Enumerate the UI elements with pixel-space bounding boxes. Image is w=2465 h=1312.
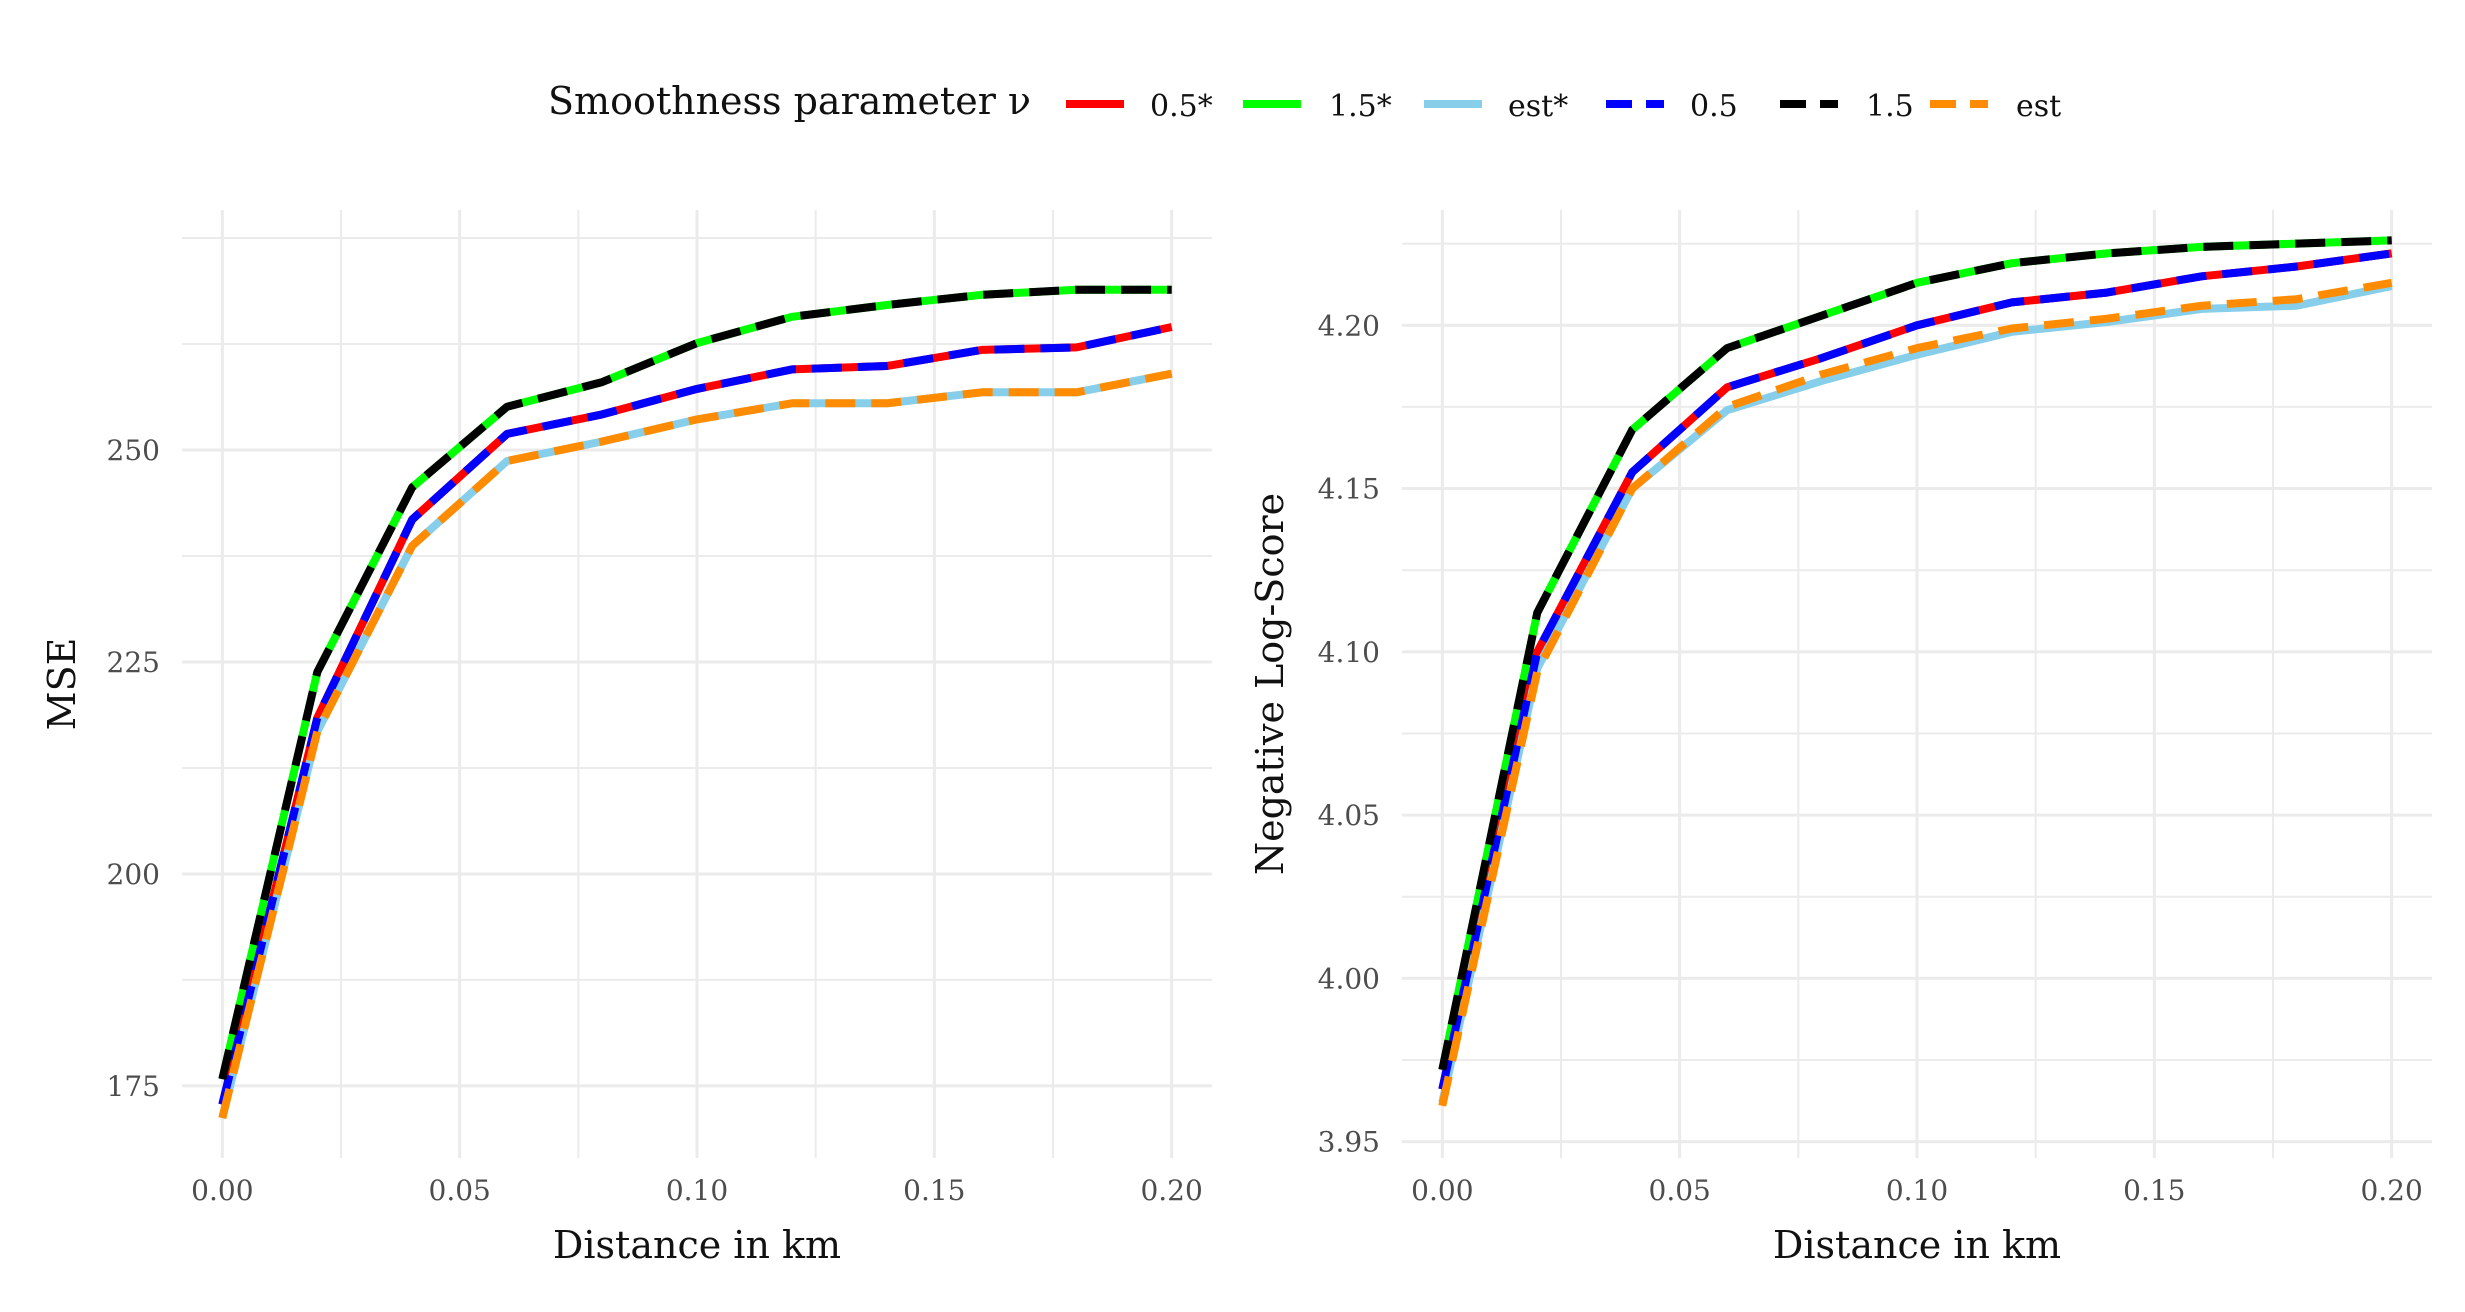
x-tick-label: 0.00: [1411, 1174, 1473, 1207]
y-tick-label: 200: [107, 858, 160, 891]
y-tick-label: 225: [107, 646, 160, 679]
y-tick-label: 4.10: [1318, 636, 1380, 669]
legend-item-1-5-star: 1.5*: [1243, 89, 1392, 124]
series-line-est: [218, 369, 1173, 1120]
grid: [1402, 210, 2432, 1158]
x-axis-title: Distance in km: [553, 1223, 841, 1267]
legend-label: 0.5: [1690, 89, 1738, 124]
legend-title: Smoothness parameter ν: [548, 79, 1031, 123]
x-axis-title: Distance in km: [1773, 1223, 2061, 1267]
y-axis-title: MSE: [40, 638, 84, 731]
series-line-1-5: [1438, 236, 2392, 1071]
legend-item-1-5: 1.5: [1780, 89, 1914, 124]
x-tick-label: 0.15: [903, 1174, 965, 1207]
x-tick-label: 0.10: [666, 1174, 728, 1207]
x-tick-label: 0.15: [2123, 1174, 2185, 1207]
y-axis-title: Negative Log-Score: [1248, 493, 1292, 875]
x-tick-label: 0.05: [1649, 1174, 1711, 1207]
y-tick-label: 4.15: [1318, 473, 1380, 506]
legend-label: 1.5*: [1329, 89, 1392, 124]
y-tick-label: 175: [107, 1070, 160, 1103]
x-tick-label: 0.05: [429, 1174, 491, 1207]
chart-panel-1: 0.00 0.05 0.10 0.15 0.20 175 200 225 250 Distance…: [40, 210, 1212, 1267]
series-line-est-star: [1438, 282, 2393, 1104]
series-line-0-5: [1438, 249, 2393, 1091]
y-tick-label: 4.20: [1318, 309, 1380, 342]
series-group: [218, 285, 1173, 1120]
y-tick-label: 250: [107, 434, 160, 467]
legend-item-est-star: est*: [1424, 89, 1568, 124]
y-tick-label: 3.95: [1318, 1126, 1380, 1159]
y-tick-label: 4.00: [1318, 962, 1380, 995]
legend-label: 1.5: [1866, 89, 1914, 124]
legend-label: 0.5*: [1150, 89, 1213, 124]
series-line-1-5: [218, 285, 1172, 1081]
x-tick-label: 0.20: [2360, 1174, 2422, 1207]
legend-label: est: [2016, 89, 2061, 124]
legend-item-est: est: [1930, 89, 2061, 124]
x-tick-label: 0.00: [191, 1174, 253, 1207]
legend: Smoothness parameter ν 0.5* 1.5* est* 0.5 1.…: [548, 79, 2061, 124]
series-line-0-5: [218, 323, 1173, 1106]
legend-label: est*: [1508, 89, 1568, 124]
series-group: [1438, 236, 2393, 1107]
legend-item-0-5: 0.5: [1606, 89, 1738, 124]
chart-panel-2: 0.00 0.05 0.10 0.15 0.20 3.95 4.00 4.05 4.10 4.15…: [1248, 210, 2432, 1267]
x-tick-label: 0.20: [1140, 1174, 1202, 1207]
series-line-est: [1438, 278, 2393, 1107]
y-tick-label: 4.05: [1318, 799, 1380, 832]
x-tick-label: 0.10: [1886, 1174, 1948, 1207]
legend-item-0-5-star: 0.5*: [1066, 89, 1213, 124]
